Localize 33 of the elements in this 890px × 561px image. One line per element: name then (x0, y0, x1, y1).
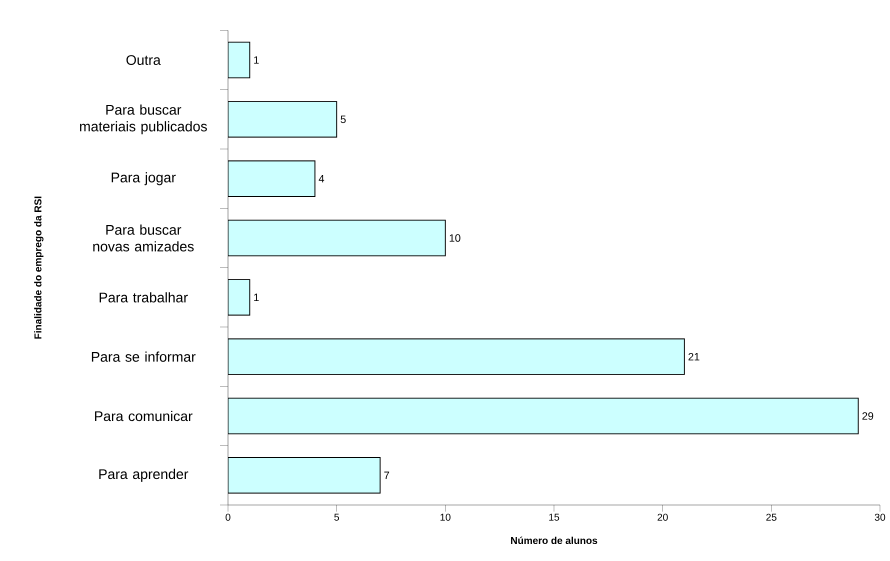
y-tick-label: Para comunicar (95, 410, 192, 422)
y-tick-label: Para aprender (99, 468, 188, 482)
x-tick-label: 20 (658, 514, 668, 521)
bar (228, 457, 381, 494)
data-label: 10 (450, 234, 460, 242)
x-tick-label: 10 (440, 514, 450, 521)
data-label: 4 (318, 175, 324, 182)
y-tick-label: Para jogar (112, 172, 176, 186)
data-label: 5 (340, 116, 346, 124)
x-tick-label: 30 (874, 514, 886, 521)
y-tick-label: Para buscar materiais publicados (80, 104, 207, 134)
data-label: 1 (254, 56, 259, 64)
bar (228, 220, 446, 256)
y-tick-label: Outra (126, 55, 161, 65)
x-tick-label: 15 (549, 514, 560, 521)
data-label: 21 (688, 352, 700, 360)
bar (228, 279, 250, 316)
x-tick-label: 5 (334, 514, 340, 521)
y-tick-label: Para buscar novas amizades (93, 224, 194, 252)
y-tick-label: Para trabalhar (100, 292, 188, 302)
bar (228, 398, 859, 434)
x-tick-label: 25 (766, 514, 776, 521)
bar (228, 42, 250, 78)
bar (228, 338, 685, 375)
data-label: 1 (254, 294, 259, 302)
bar (228, 160, 316, 197)
y-tick-label: Para se informar (92, 352, 196, 362)
data-label: 7 (384, 472, 390, 479)
x-axis-title: Número de alunos (511, 536, 598, 544)
data-label: 29 (862, 412, 874, 420)
bar (228, 101, 338, 138)
y-axis-title: Finalidade do emprego da RSI (34, 196, 44, 339)
x-tick-label: 0 (226, 514, 230, 521)
